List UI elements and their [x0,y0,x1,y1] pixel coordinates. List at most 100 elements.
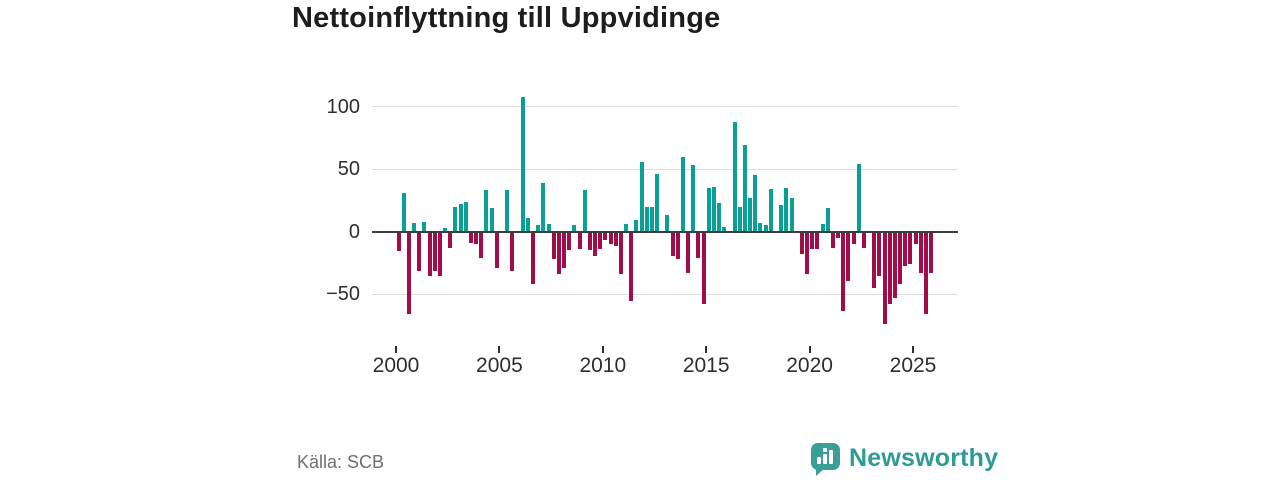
data-bar [680,156,685,232]
data-bar [593,232,598,257]
data-bar [541,182,546,232]
data-bar [582,190,587,232]
data-bar [872,232,877,288]
data-bar [861,232,866,248]
data-bar [577,232,582,249]
data-bar [913,232,918,244]
data-bar [670,232,675,257]
data-bar [923,232,928,314]
data-bar [422,221,427,232]
data-bar [856,164,861,232]
data-bar [613,232,618,247]
data-bar [722,226,727,232]
x-axis-line [372,230,958,233]
data-bar [753,175,758,232]
data-bar [598,232,603,249]
data-bar [437,232,442,277]
data-bar [903,232,908,267]
data-bar [877,232,882,277]
data-bar [830,232,835,248]
data-bar [484,190,489,232]
data-bar [401,192,406,232]
data-bar [846,232,851,282]
x-tick-label: 2015 [682,354,730,377]
data-bar [655,174,660,232]
y-tick-label: 50 [337,158,360,180]
data-bar [717,202,722,232]
data-bar [696,232,701,258]
data-bar [448,232,453,248]
data-bar [453,206,458,232]
gridline [372,168,958,170]
data-bar [432,232,437,272]
data-bar [608,232,613,244]
data-bar [851,232,856,244]
data-bar [562,232,567,268]
data-bar [417,232,422,272]
data-bar [531,232,535,284]
data-bar [505,190,510,232]
data-bar [603,232,608,240]
data-bar [929,232,934,273]
y-tick-label: 0 [348,220,360,243]
data-bar [629,232,634,302]
data-bar [691,165,696,232]
data-bar [624,224,629,232]
logo-dot [823,448,827,452]
data-bar [644,206,649,232]
data-bar [742,145,747,232]
data-bar [810,232,815,249]
speech-bubble-tail [816,469,824,476]
data-bar [412,222,417,232]
data-bar [898,232,903,284]
data-bar [882,232,887,324]
data-bar [836,232,841,238]
brand-name: Newsworthy [849,444,999,472]
x-tick-mark [498,346,501,353]
data-bar [474,232,479,244]
data-bar [825,207,830,232]
x-tick-mark [912,346,914,353]
data-bar [789,197,794,232]
data-bar [737,206,742,232]
data-bar [763,225,768,232]
data-bar [686,232,691,273]
data-bar [427,232,432,277]
x-tick-label: 2005 [476,354,523,377]
logo-bar-small [817,457,821,464]
data-bar [396,232,401,252]
data-bar [618,232,623,274]
y-tick-label: −50 [326,283,360,305]
data-bar [546,224,551,232]
data-bar [458,204,463,232]
x-tick-label: 2010 [579,354,627,377]
data-bar [748,197,753,232]
logo-bar-tall [829,450,833,464]
x-tick-mark [395,346,397,353]
x-tick-label: 2000 [372,354,420,377]
data-bar [525,217,530,232]
data-bar [908,232,913,264]
chart-title: Nettoinflyttning till Uppvidinge [292,2,721,34]
data-bar [468,232,473,243]
data-bar [701,232,706,304]
x-tick-mark [601,346,604,353]
data-bar [572,225,577,232]
data-bar [758,222,763,232]
data-bar [649,206,654,232]
gridline [372,106,958,107]
data-bar [918,232,923,273]
data-bar [665,215,670,232]
data-bar [805,232,809,274]
bar-chart-speech-bubble-icon [811,443,840,470]
newsworthy-logo: Newsworthy [811,442,1071,478]
source-note: Källa: SCB [297,452,385,472]
data-bar [779,205,784,232]
data-bar [520,96,525,232]
data-bar [887,232,892,304]
data-bar [711,186,716,232]
data-bar [479,232,484,258]
data-bar [799,232,804,254]
y-tick-label: 100 [326,95,360,118]
